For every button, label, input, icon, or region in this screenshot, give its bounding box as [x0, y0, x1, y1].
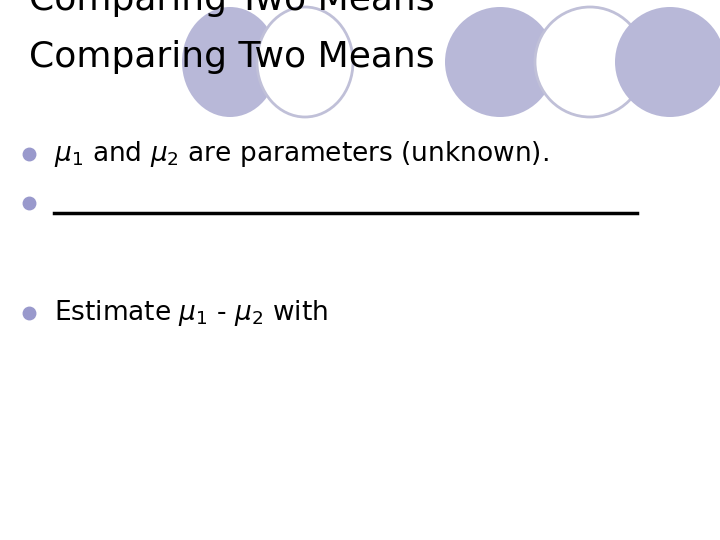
Ellipse shape [535, 7, 645, 117]
Ellipse shape [182, 7, 278, 117]
Text: Estimate $\mu_1$ - $\mu_2$ with: Estimate $\mu_1$ - $\mu_2$ with [54, 298, 328, 328]
Text: Comparing Two Means: Comparing Two Means [29, 40, 434, 73]
Ellipse shape [257, 7, 353, 117]
Text: $\mu_1$ and $\mu_2$ are parameters (unknown).: $\mu_1$ and $\mu_2$ are parameters (unkn… [54, 139, 549, 169]
Ellipse shape [615, 7, 720, 117]
Text: Comparing Two Means: Comparing Two Means [29, 0, 434, 17]
Ellipse shape [445, 7, 555, 117]
